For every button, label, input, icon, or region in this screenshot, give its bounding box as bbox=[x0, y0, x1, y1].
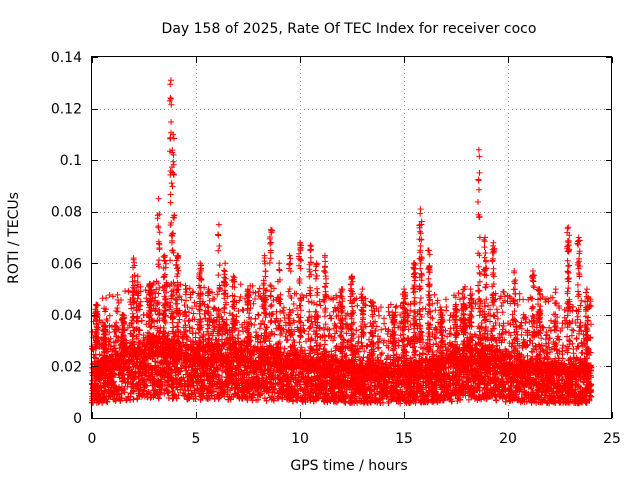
data-point bbox=[165, 382, 172, 389]
data-point bbox=[317, 325, 323, 332]
data-point bbox=[282, 333, 289, 340]
data-point bbox=[444, 333, 451, 340]
data-point bbox=[524, 352, 531, 359]
data-points bbox=[89, 77, 595, 407]
data-point bbox=[476, 312, 483, 319]
chart-title: Day 158 of 2025, Rate Of TEC Index for r… bbox=[162, 21, 537, 37]
